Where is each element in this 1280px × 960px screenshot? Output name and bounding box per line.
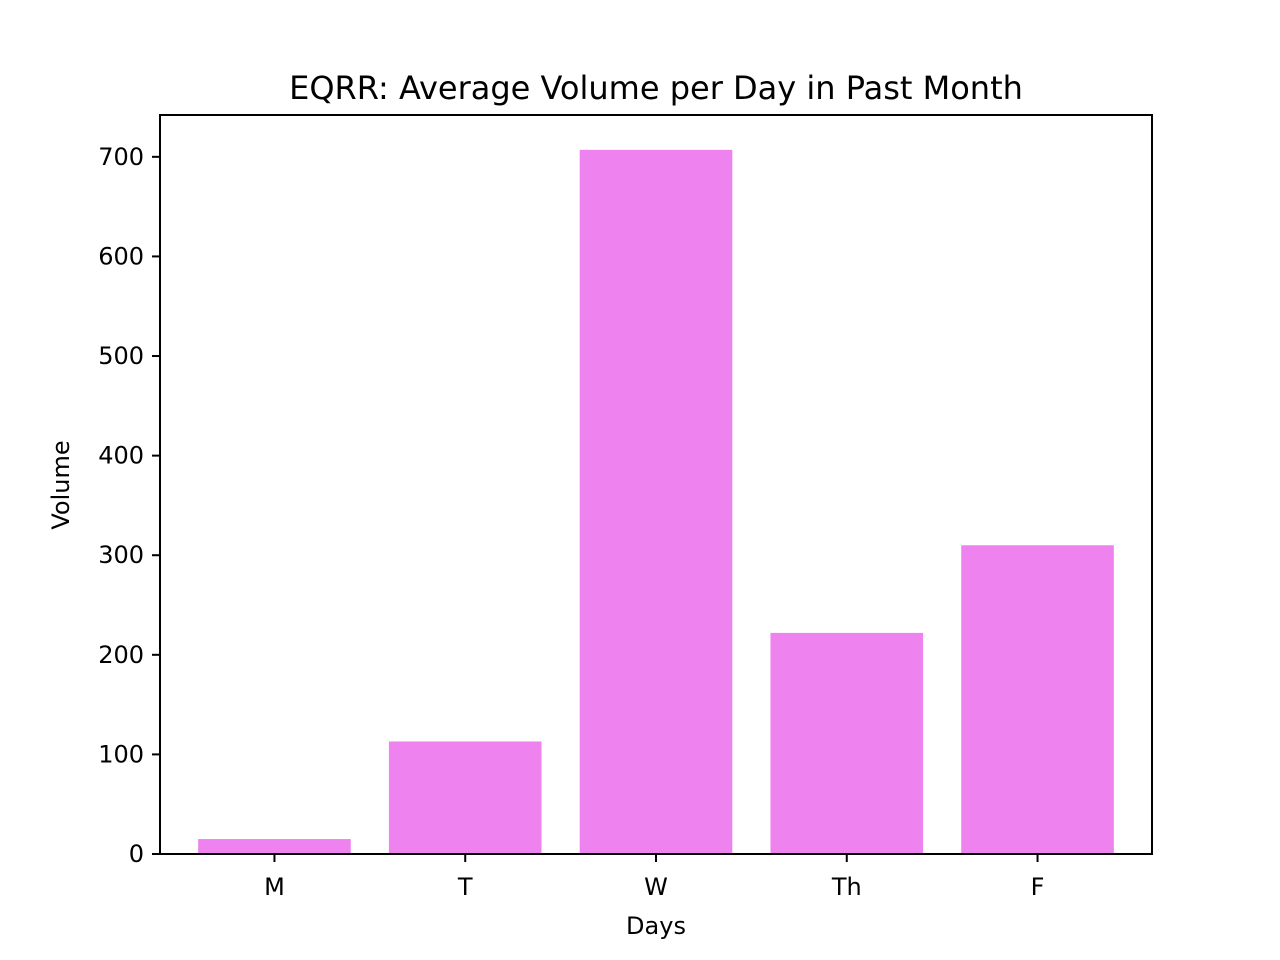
y-tick-label: 0 [129, 840, 144, 868]
x-axis-label: Days [626, 912, 686, 940]
chart-title: EQRR: Average Volume per Day in Past Mon… [289, 69, 1023, 107]
y-tick-label: 500 [98, 342, 144, 370]
x-tick-label: Th [831, 873, 862, 901]
x-tick-label: F [1031, 873, 1045, 901]
y-tick-label: 400 [98, 442, 144, 470]
bar-m [198, 839, 351, 854]
bar-th [770, 632, 924, 854]
x-tick-label: T [457, 873, 473, 901]
x-tick-label: M [264, 873, 285, 901]
y-tick-label: 600 [98, 242, 144, 270]
x-tick-label: W [644, 873, 668, 901]
y-axis-label: Volume [47, 440, 75, 529]
plot-area: 0 100 200 300 400 500 600 700 M T W Th F [98, 114, 1153, 901]
y-tick-label: 100 [98, 740, 144, 768]
bar-w [579, 149, 733, 854]
y-tick-label: 200 [98, 641, 144, 669]
y-tick-label: 300 [98, 541, 144, 569]
bar-t [388, 741, 542, 854]
bar-f [961, 545, 1114, 854]
y-tick-label: 700 [98, 143, 144, 171]
